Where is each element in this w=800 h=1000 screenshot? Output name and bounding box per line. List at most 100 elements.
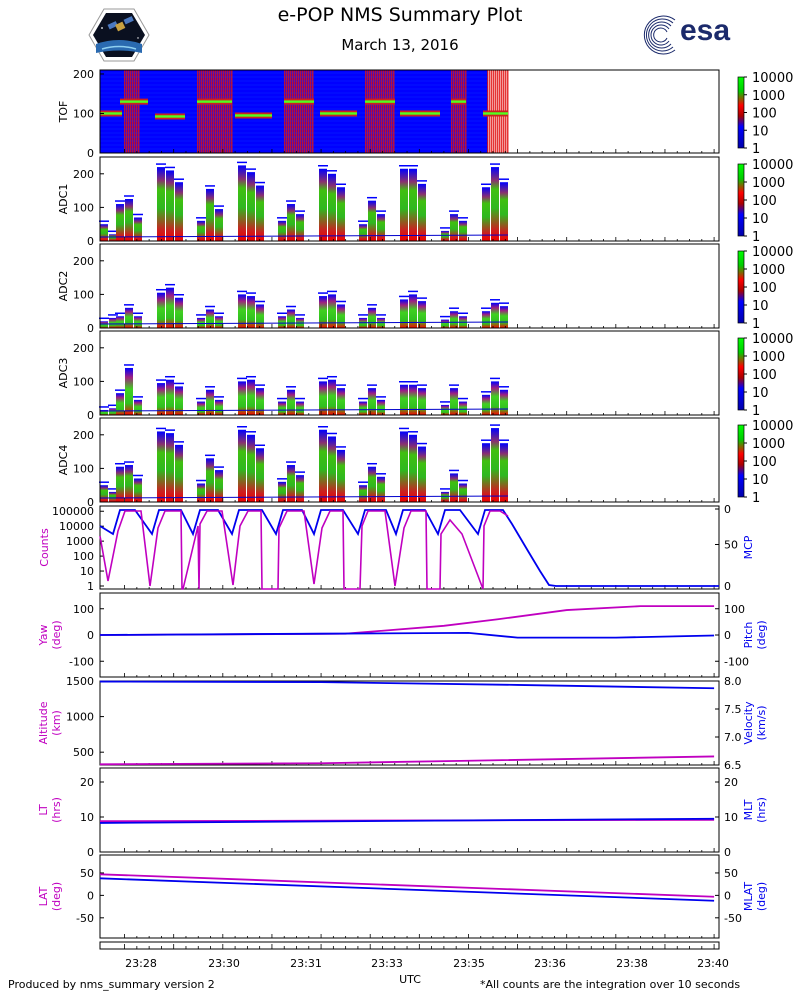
colorbar — [737, 337, 745, 411]
tof-burst-stripe — [288, 70, 290, 153]
adc4-bar — [100, 485, 108, 502]
tof-burst-stripe — [373, 70, 375, 153]
adc3-bar — [450, 388, 458, 415]
adc1-bar — [175, 182, 183, 241]
adc4-bar — [328, 436, 336, 502]
y-tick-label: 1 — [87, 580, 94, 593]
tof-burst-stripe — [124, 70, 126, 153]
time-tick-label: 23:30 — [208, 957, 240, 970]
adc1-bar — [157, 167, 165, 241]
tof-burst-stripe — [455, 70, 457, 153]
colorbar-label: 100 — [752, 107, 777, 122]
y-tick-label-right: 20 — [724, 776, 738, 789]
adc2-baseline — [99, 321, 509, 325]
adc2-bar — [278, 316, 286, 328]
adc1-bar — [238, 165, 246, 241]
adc3-ylabel: ADC3 — [57, 358, 70, 389]
y-tick-label-right: -100 — [724, 655, 749, 668]
y-tick-label: 20 — [80, 776, 94, 789]
y-tick-label-right: 50 — [724, 539, 738, 552]
tof-burst-stripe — [300, 70, 302, 153]
tof-burst-stripe — [211, 70, 213, 153]
adc3-bar — [238, 381, 246, 415]
colorbar-label: 10 — [752, 473, 769, 488]
ylabel-right-6: Pitch(deg) — [742, 620, 768, 649]
adc2-bar — [409, 294, 417, 328]
adc1-bar — [197, 220, 205, 241]
adc4-bar — [450, 473, 458, 502]
y-tick-label: 10 — [80, 565, 94, 578]
time-axis-strip — [99, 941, 720, 950]
colorbar-label: 1 — [752, 317, 760, 332]
tof-burst-stripe — [385, 70, 387, 153]
ylabel-right-8-line: MLT — [742, 799, 755, 820]
adc3-bar — [491, 381, 499, 415]
tof-burst-stripe — [310, 70, 312, 153]
tof-burst-stripe — [453, 70, 455, 153]
adc4-bar — [278, 481, 286, 502]
adc2-bar — [134, 316, 142, 328]
adc2-bar — [287, 309, 295, 328]
tof-burst-stripe — [221, 70, 223, 153]
adc3-bar — [109, 408, 117, 415]
esa-logo — [633, 14, 679, 60]
adc3-bar — [166, 379, 174, 415]
adc4-bar — [359, 485, 367, 502]
adc3-bar — [337, 388, 345, 415]
tof-band-core — [155, 115, 185, 118]
adc4-bar — [319, 429, 327, 502]
adc3-bar — [287, 389, 295, 415]
tof-burst-stripe — [312, 70, 314, 153]
tof-burst-stripe — [225, 70, 227, 153]
adc3-bar — [459, 401, 467, 415]
ylabel-left-9-line: LAT — [37, 886, 50, 906]
adc3-bar — [500, 389, 508, 415]
altitude-line — [99, 755, 715, 766]
adc4-bar — [197, 483, 205, 502]
adc2-bar — [206, 309, 214, 328]
adc1-bar — [328, 173, 336, 241]
adc4-bar — [368, 466, 376, 502]
colorbar — [737, 163, 745, 237]
y-tick-label-right: 0 — [724, 580, 731, 593]
time-tick-label: 23:33 — [371, 957, 403, 970]
ylabel-right-6-line: Pitch — [742, 622, 755, 649]
adc4-bar — [482, 443, 490, 502]
adc2-bar — [175, 297, 183, 328]
colorbar-label: 1000 — [752, 176, 785, 191]
tof-band-core — [365, 100, 395, 103]
adc3-bar — [400, 384, 408, 415]
adc2-bar — [400, 299, 408, 328]
tof-burst-stripe — [130, 70, 132, 153]
y-tick-label-right: -50 — [724, 912, 742, 925]
colorbar-label: 10000 — [752, 71, 793, 86]
colorbar-label: 1 — [752, 404, 760, 419]
tof-band-core — [400, 112, 440, 115]
time-tick-label: 23:40 — [697, 957, 729, 970]
y-tick-label: 0 — [87, 629, 94, 642]
colorbar-label: 10 — [752, 124, 769, 139]
adc1-bar — [134, 217, 142, 241]
tof-burst-stripe — [371, 70, 373, 153]
adc4-bar — [215, 470, 223, 502]
adc1-bar — [491, 167, 499, 241]
tof-burst-stripe — [308, 70, 310, 153]
adc1-bar — [100, 224, 108, 241]
colorbar-label: 10 — [752, 299, 769, 314]
y-tick-label-right: 7.5 — [724, 703, 742, 716]
tof-burst-stripe — [457, 70, 459, 153]
colorbar-label: 100 — [752, 281, 777, 296]
time-tick-label: 23:35 — [453, 957, 485, 970]
adc4-bar — [500, 443, 508, 502]
ylabel-left-6: Yaw(deg) — [37, 620, 63, 649]
adc4-bar — [134, 478, 142, 502]
adc2-bar — [450, 311, 458, 328]
plot-date: March 13, 2016 — [341, 36, 459, 54]
tof-burst-stripe — [231, 70, 233, 153]
adc1-bar — [319, 168, 327, 241]
y-tick-label: 100 — [73, 462, 94, 475]
tof-burst-stripe — [207, 70, 209, 153]
ylabel-left-8-line: (hrs) — [50, 797, 63, 823]
tof-burst-stripe — [138, 70, 140, 153]
